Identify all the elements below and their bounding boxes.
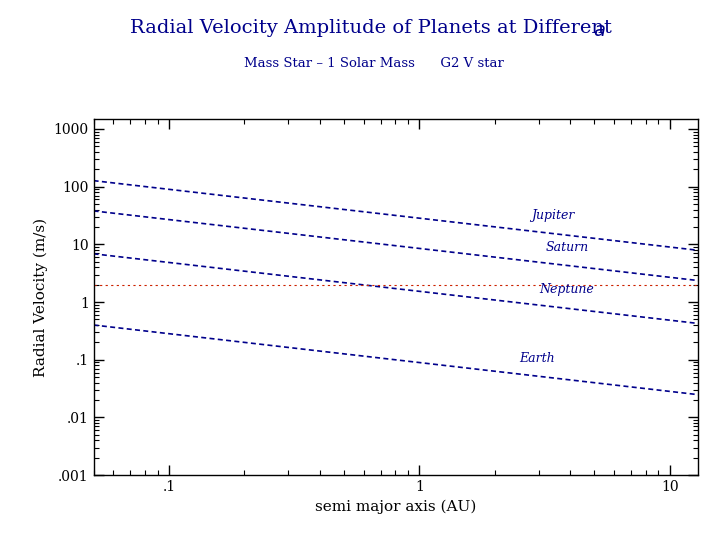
Text: $a$: $a$ <box>593 22 606 39</box>
Text: Mass Star – 1 Solar Mass      G2 V star: Mass Star – 1 Solar Mass G2 V star <box>245 57 504 70</box>
Text: Saturn: Saturn <box>546 241 589 254</box>
Text: Jupiter: Jupiter <box>531 209 575 222</box>
X-axis label: semi major axis (AU): semi major axis (AU) <box>315 500 477 514</box>
Text: Radial Velocity Amplitude of Planets at Different: Radial Velocity Amplitude of Planets at … <box>130 19 618 37</box>
Text: Neptune: Neptune <box>539 283 594 296</box>
Y-axis label: Radial Velocity (m/s): Radial Velocity (m/s) <box>34 218 48 376</box>
Text: Earth: Earth <box>519 352 554 365</box>
